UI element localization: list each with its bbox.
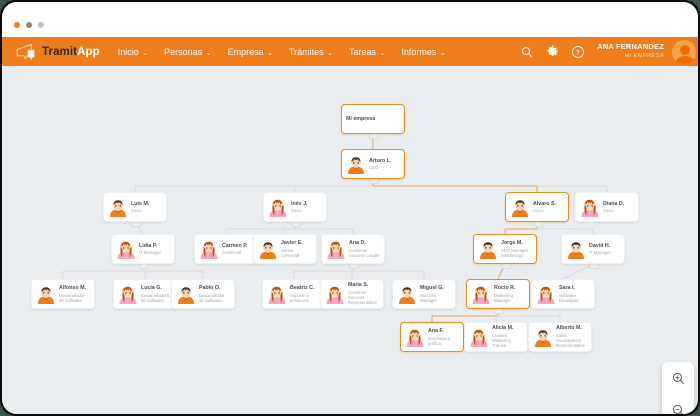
svg-text:?: ? [576, 49, 580, 56]
